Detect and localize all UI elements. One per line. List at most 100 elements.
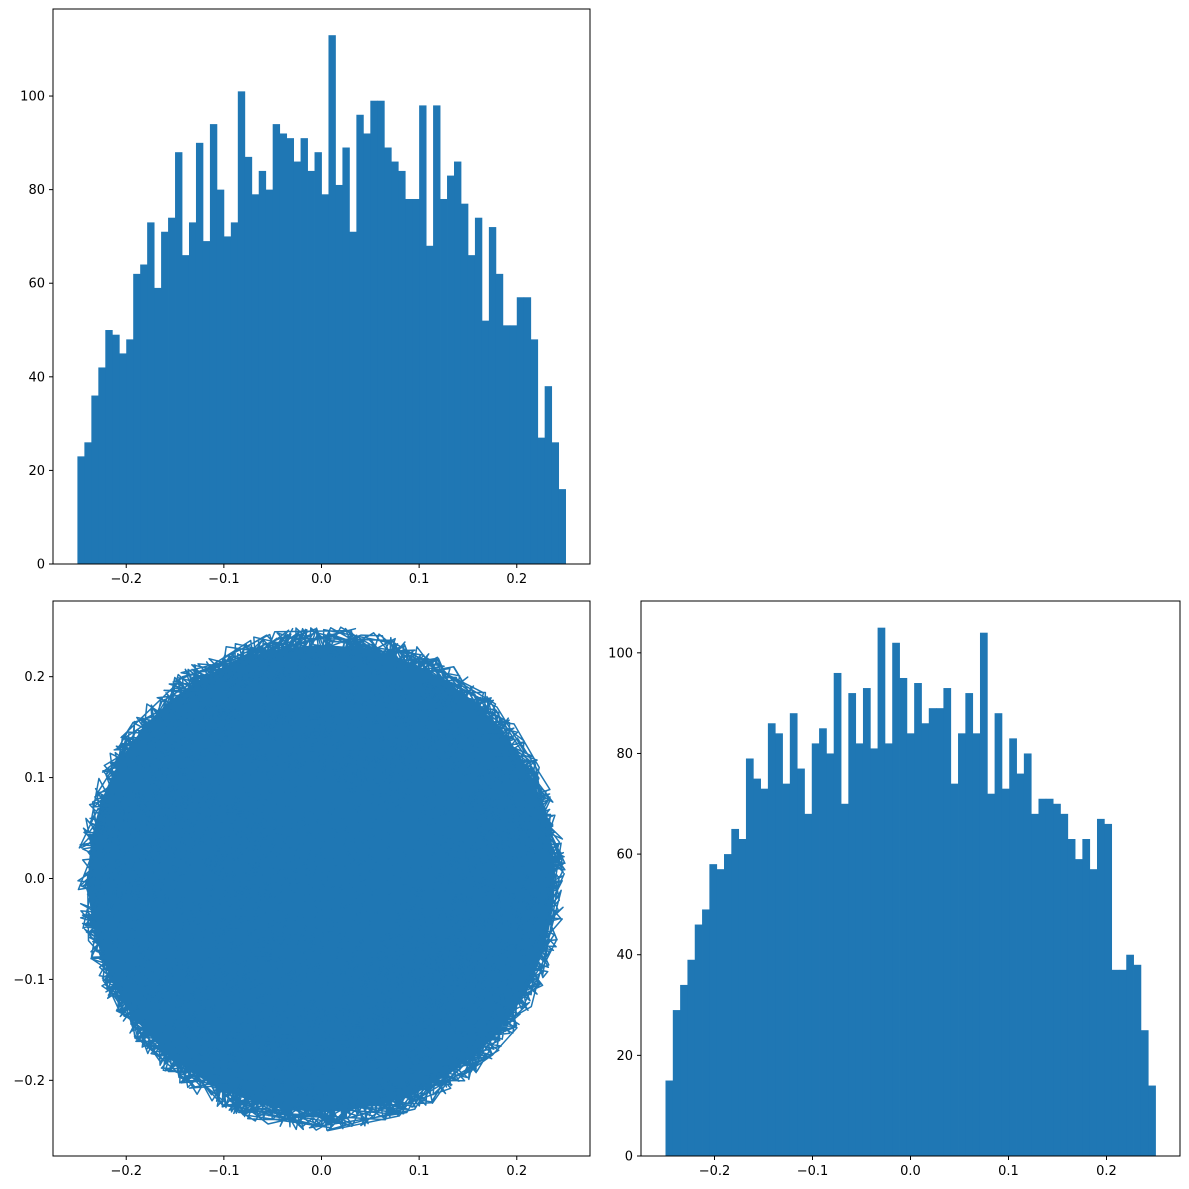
histogram-bar [488, 227, 497, 564]
y-tick-label: 60 [616, 848, 633, 863]
histogram-bar [133, 273, 141, 564]
histogram-bar [502, 325, 511, 564]
histogram-bar [77, 456, 85, 564]
histogram-bar [495, 273, 504, 564]
histogram-bar [892, 642, 900, 1156]
histogram-bar [753, 778, 761, 1156]
y-tick-label: 0.0 [24, 872, 45, 887]
histogram-bar [140, 264, 148, 564]
histogram-bar [965, 693, 974, 1156]
histogram-bar [870, 748, 878, 1156]
histogram-bar [745, 758, 754, 1156]
x-tick-label: 0.2 [506, 572, 527, 587]
histogram-bar [84, 442, 92, 564]
histogram-bar [1075, 859, 1083, 1156]
histogram-bar [665, 1080, 674, 1156]
histogram-bar [709, 864, 718, 1156]
y-tick-label: 0 [625, 1150, 633, 1165]
histogram-bar [440, 198, 448, 564]
histogram-bar [855, 743, 864, 1156]
histogram-bar [558, 489, 566, 564]
histogram-bar [321, 194, 329, 565]
histogram-bar [950, 783, 959, 1156]
histogram-bar [384, 147, 392, 564]
histogram-bar [188, 222, 197, 565]
histogram-bar [230, 222, 239, 565]
histogram-bar [412, 198, 420, 564]
histogram-bar [877, 627, 886, 1156]
histogram-bar [943, 688, 952, 1156]
y-tick-label: 80 [28, 183, 45, 198]
histogram-bar [523, 297, 532, 564]
histogram-bar [377, 100, 385, 565]
histogram-bar [293, 161, 301, 564]
histogram-bar [1133, 964, 1142, 1156]
histogram-bar [516, 297, 525, 564]
x-tick-label: −0.1 [797, 1164, 829, 1179]
histogram-bar [481, 320, 490, 564]
histogram-bar [738, 839, 747, 1156]
y-tick-label: −0.1 [13, 973, 45, 988]
histogram-bar [112, 334, 120, 564]
histogram-bar [1045, 798, 1054, 1156]
histogram-bar [474, 217, 483, 564]
histogram-bar [251, 194, 260, 565]
histogram-bar [789, 713, 798, 1156]
disc-line-plot-bottom-left: −0.2 −0.1 0.0 0.1 0.2 −0.2 −0.1 0.0 0.1 0.2 [13, 600, 591, 1179]
histogram-bar [1067, 839, 1076, 1156]
histogram-bar [237, 91, 246, 565]
histogram-bar [1009, 738, 1017, 1156]
histogram-bar [433, 105, 441, 565]
histogram-bar [841, 803, 849, 1156]
histogram-bar [1126, 954, 1134, 1156]
axes-ticks: −0.2 −0.1 0.0 0.1 0.2 0 20 40 60 80 100 [608, 646, 1117, 1179]
histogram-bar [551, 442, 560, 564]
histogram-bar [687, 959, 696, 1156]
histogram-bar [426, 245, 434, 564]
histogram-bar [258, 170, 267, 564]
histogram-bar [694, 924, 703, 1156]
histogram-bar [804, 813, 813, 1156]
histogram-bar [335, 184, 343, 564]
histogram-bar [537, 437, 546, 564]
histogram-bar [1111, 969, 1120, 1156]
histogram-bar [979, 632, 988, 1156]
histogram-bottom-right: −0.2 −0.1 0.0 0.1 0.2 0 20 40 60 80 100 [608, 600, 1181, 1179]
histogram-bar [391, 161, 399, 564]
x-tick-label: 0.0 [311, 1164, 332, 1179]
x-tick-label: 0.2 [1096, 1164, 1117, 1179]
histogram-bar [862, 688, 871, 1156]
histogram-bars [77, 35, 566, 565]
histogram-bar [105, 330, 113, 564]
histogram-bar [716, 869, 725, 1156]
histogram-bar [454, 161, 462, 564]
histogram-bar [98, 367, 106, 564]
histogram-bar [914, 683, 922, 1156]
histogram-bar [91, 395, 99, 564]
histogram-bar [848, 693, 857, 1156]
histogram-top-left: −0.2 −0.1 0.0 0.1 0.2 0 20 40 60 80 100 [20, 8, 591, 587]
x-tick-label: 0.0 [900, 1164, 921, 1179]
x-tick-label: −0.1 [208, 572, 240, 587]
histogram-bar [272, 124, 281, 564]
histogram-bar [1016, 773, 1025, 1156]
y-tick-label: 20 [616, 1049, 633, 1064]
histogram-bar [544, 386, 553, 564]
histogram-bar [1023, 753, 1032, 1156]
histogram-bar [126, 339, 134, 564]
histogram-bar [223, 236, 232, 564]
histogram-bar [958, 733, 966, 1156]
histogram-bar [370, 100, 378, 565]
histogram-bar [680, 984, 688, 1156]
x-tick-label: −0.2 [110, 572, 142, 587]
histogram-bar [884, 743, 893, 1156]
histogram-bar [906, 733, 915, 1156]
histogram-bar [760, 788, 769, 1156]
x-tick-label: 0.1 [998, 1164, 1019, 1179]
histogram-bar [987, 793, 996, 1156]
y-tick-label: 20 [28, 464, 45, 479]
histogram-bar [1104, 823, 1113, 1156]
line-marks [77, 626, 566, 1132]
axes-ticks: −0.2 −0.1 0.0 0.1 0.2 −0.2 −0.1 0.0 0.1 0.2 [13, 670, 527, 1179]
